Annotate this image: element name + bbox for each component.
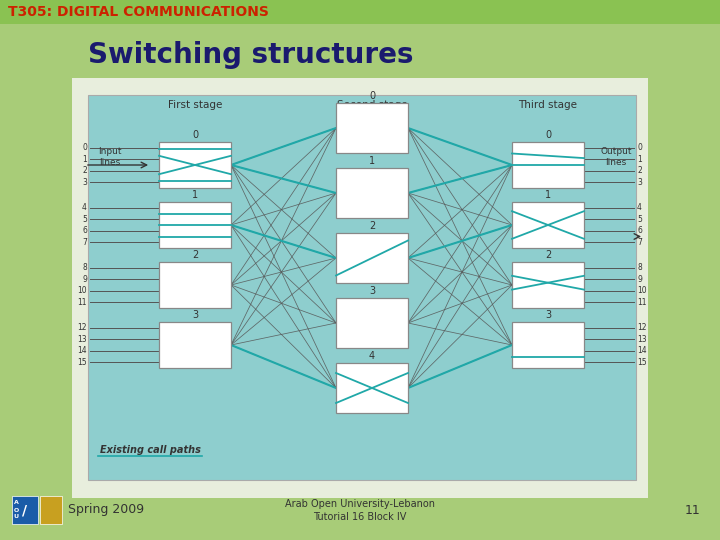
Text: A: A	[14, 501, 19, 505]
Text: 7: 7	[82, 238, 87, 247]
Text: 8: 8	[82, 263, 87, 272]
Text: 4: 4	[637, 203, 642, 212]
Text: 11: 11	[78, 298, 87, 307]
Text: 3: 3	[545, 310, 551, 320]
Bar	[159, 142, 231, 188]
Text: 1: 1	[545, 190, 551, 200]
Bar	[159, 262, 231, 308]
Bar	[512, 202, 584, 248]
Text: 12: 12	[637, 323, 647, 332]
Text: 13: 13	[77, 335, 87, 344]
Text: 4: 4	[82, 203, 87, 212]
Text: 4: 4	[369, 351, 375, 361]
Text: 5: 5	[637, 215, 642, 224]
Text: 1: 1	[192, 190, 198, 200]
Text: 2: 2	[637, 166, 642, 176]
Text: 5: 5	[82, 215, 87, 224]
Text: O: O	[14, 508, 19, 512]
Bar	[0, 0, 720, 24]
Bar	[336, 103, 408, 153]
Text: 7: 7	[637, 238, 642, 247]
Text: 13: 13	[637, 335, 647, 344]
Text: 11: 11	[684, 503, 700, 516]
Text: /: /	[22, 503, 27, 517]
Text: 15: 15	[637, 357, 647, 367]
Text: 2: 2	[192, 250, 198, 260]
Text: Output
lines: Output lines	[600, 147, 631, 167]
Text: T305: DIGITAL COMMUNICATIONS: T305: DIGITAL COMMUNICATIONS	[8, 5, 269, 19]
Text: 11: 11	[637, 298, 647, 307]
Text: 1: 1	[369, 156, 375, 166]
Bar	[336, 233, 408, 283]
Text: 6: 6	[637, 226, 642, 235]
Text: 3: 3	[82, 178, 87, 187]
Text: Tutorial 16 Block IV: Tutorial 16 Block IV	[313, 512, 407, 522]
Text: 3: 3	[637, 178, 642, 187]
Text: Existing call paths: Existing call paths	[99, 445, 200, 455]
Bar	[512, 322, 584, 368]
Text: 15: 15	[77, 357, 87, 367]
Text: Input
lines: Input lines	[98, 147, 122, 167]
Text: 9: 9	[82, 275, 87, 284]
Text: Spring 2009: Spring 2009	[68, 503, 144, 516]
Text: First stage: First stage	[168, 100, 222, 110]
Text: 2: 2	[82, 166, 87, 176]
Bar	[336, 298, 408, 348]
Text: 14: 14	[637, 346, 647, 355]
Text: 2: 2	[545, 250, 551, 260]
Bar	[512, 262, 584, 308]
Text: 10: 10	[77, 286, 87, 295]
Text: U: U	[14, 515, 19, 519]
Text: 9: 9	[637, 275, 642, 284]
Bar	[72, 78, 648, 498]
Text: 6: 6	[82, 226, 87, 235]
Text: Arab Open University-Lebanon: Arab Open University-Lebanon	[285, 499, 435, 509]
Text: 14: 14	[77, 346, 87, 355]
Text: 0: 0	[637, 143, 642, 152]
Bar	[159, 322, 231, 368]
Bar	[336, 168, 408, 218]
Text: 0: 0	[82, 143, 87, 152]
Text: 0: 0	[369, 91, 375, 101]
Bar	[336, 363, 408, 413]
Text: 2: 2	[369, 221, 375, 231]
Bar	[159, 202, 231, 248]
Text: Switching structures: Switching structures	[88, 41, 413, 69]
Text: 0: 0	[545, 130, 551, 140]
Text: 1: 1	[637, 155, 642, 164]
Bar	[40, 496, 62, 524]
Bar	[512, 142, 584, 188]
Bar	[12, 496, 38, 524]
Bar	[88, 95, 636, 480]
Text: Third stage: Third stage	[518, 100, 577, 110]
Text: 3: 3	[192, 310, 198, 320]
Text: 3: 3	[369, 286, 375, 296]
Text: 10: 10	[637, 286, 647, 295]
Text: 8: 8	[637, 263, 642, 272]
Text: 12: 12	[78, 323, 87, 332]
Text: 1: 1	[82, 155, 87, 164]
Text: 0: 0	[192, 130, 198, 140]
Text: Second stage: Second stage	[337, 100, 408, 110]
